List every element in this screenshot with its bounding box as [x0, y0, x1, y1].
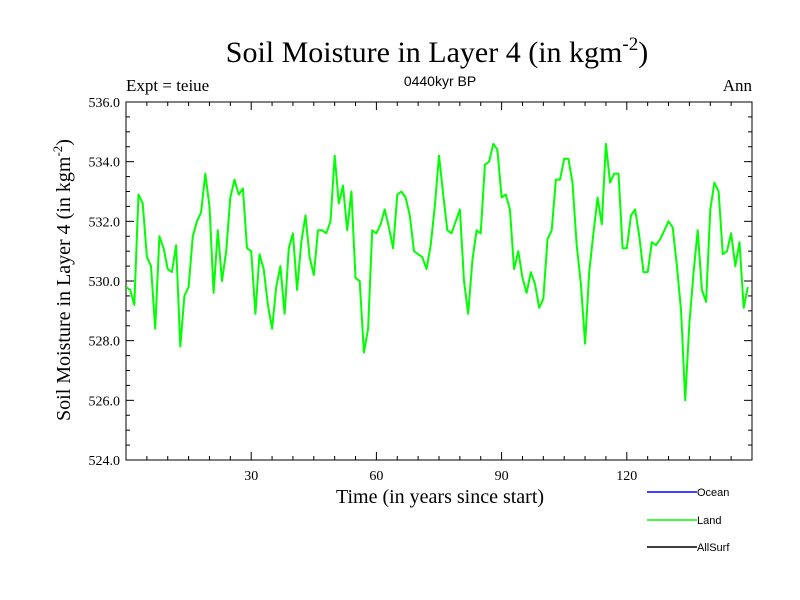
y-tick-label: 534.0 [89, 156, 121, 171]
period-label: 0440kyr BP [404, 73, 476, 89]
x-tick-label: 30 [244, 469, 258, 484]
experiment-label: Expt = teiue [126, 76, 209, 95]
y-axis-ticks: 524.0 526.0 528.0 530.0 532.0 534.0 536.0 [89, 96, 752, 469]
x-axis-ticks: 30 60 90 120 [146, 102, 732, 484]
x-tick-label: 60 [369, 469, 383, 484]
legend-label-land: Land [697, 515, 721, 527]
x-tick-label: 90 [495, 469, 509, 484]
y-tick-label: 532.0 [89, 215, 121, 230]
y-axis-label: Soil Moisture in Layer 4 (in kgm-2) [50, 139, 75, 421]
y-tick-label: 526.0 [89, 394, 121, 409]
x-tick-label: 120 [616, 469, 637, 484]
legend-label-ocean: Ocean [697, 487, 729, 499]
legend: Ocean Land AllSurf [647, 487, 730, 554]
series-line-land [126, 142, 749, 402]
chart-title: Soil Moisture in Layer 4 (in kgm-2) [226, 34, 648, 69]
x-axis-label: Time (in years since start) [336, 486, 544, 508]
season-label: Ann [723, 76, 753, 95]
y-tick-label: 524.0 [89, 454, 121, 469]
legend-label-allsurf: AllSurf [697, 542, 730, 554]
y-tick-label: 536.0 [89, 96, 121, 111]
y-tick-label: 528.0 [89, 335, 121, 350]
y-tick-label: 530.0 [89, 275, 121, 290]
